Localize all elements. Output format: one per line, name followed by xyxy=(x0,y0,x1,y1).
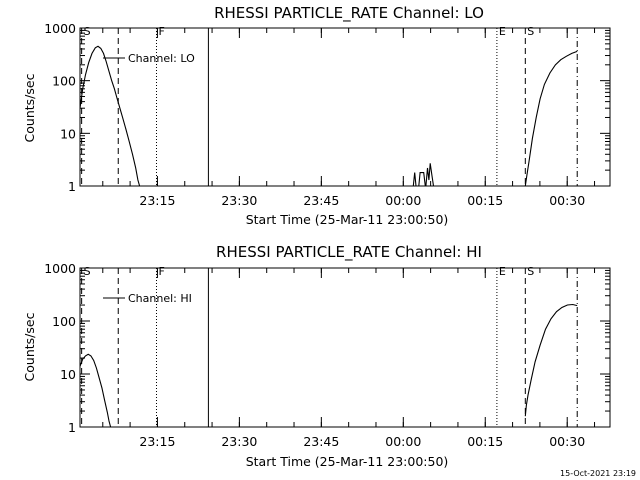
chart-title: RHESSI PARTICLE_RATE Channel: HI xyxy=(216,243,482,262)
x-tick-label: 23:30 xyxy=(221,434,257,449)
series-line xyxy=(524,303,578,417)
series-line xyxy=(425,163,435,187)
y-axis-label: Counts/sec xyxy=(22,73,37,142)
chart-panel-hi: RHESSI PARTICLE_RATE Channel: HI 1101001… xyxy=(22,243,611,469)
x-tick-label: 23:15 xyxy=(139,193,175,208)
y-tick-label: 1000 xyxy=(44,21,76,36)
event-marker-label: F xyxy=(158,265,164,278)
x-tick-label: 00:00 xyxy=(385,434,421,449)
y-tick-label: 100 xyxy=(52,74,76,89)
x-tick-label: 00:30 xyxy=(549,434,585,449)
event-marker-label: E xyxy=(499,25,506,38)
series-line xyxy=(418,172,426,187)
timestamp-footer: 15-Oct-2021 23:19 xyxy=(560,469,636,478)
plot-area: 1 10 100 1000 23:15 23:30 23:45 00:00 00:15 00:30… xyxy=(44,21,611,208)
x-tick-label: 00:15 xyxy=(467,193,503,208)
x-tick-label: 23:15 xyxy=(139,434,175,449)
chart-panel-lo: RHESSI PARTICLE_RATE Channel: LO 1101001… xyxy=(22,4,611,227)
plot-area: 1 10 100 1000 23:15 23:30 23:45 00:00 00:15 00:30… xyxy=(44,261,611,449)
event-marker-label: S xyxy=(84,265,91,278)
y-tick-label: 10 xyxy=(60,126,76,141)
y-tick-label: 10 xyxy=(60,367,76,382)
legend-label: Channel: HI xyxy=(128,292,192,305)
event-marker-label: E xyxy=(499,265,506,278)
y-tick-label: 1 xyxy=(68,179,76,194)
event-marker-label: S xyxy=(527,265,534,278)
x-tick-label: 00:00 xyxy=(385,193,421,208)
series-line xyxy=(79,45,141,187)
y-tick-label: 100 xyxy=(52,314,76,329)
x-axis-label: Start Time (25-Mar-11 23:00:50) xyxy=(246,212,449,227)
y-axis-label: Counts/sec xyxy=(22,312,37,381)
plot-frame xyxy=(79,267,611,428)
y-tick-label: 1000 xyxy=(44,261,76,276)
series-line xyxy=(524,50,578,187)
event-marker-label: F xyxy=(158,25,164,38)
series-line xyxy=(412,172,417,187)
x-tick-label: 00:30 xyxy=(549,193,585,208)
x-tick-label: 23:45 xyxy=(303,193,339,208)
chart-title: RHESSI PARTICLE_RATE Channel: LO xyxy=(214,4,484,23)
y-tick-label: 1 xyxy=(68,420,76,435)
x-tick-label: 23:45 xyxy=(303,434,339,449)
x-tick-label: 00:15 xyxy=(467,434,503,449)
x-tick-label: 23:30 xyxy=(221,193,257,208)
series-line xyxy=(79,353,112,428)
x-axis-label: Start Time (25-Mar-11 23:00:50) xyxy=(246,454,449,469)
event-marker-label: S xyxy=(527,25,534,38)
event-marker-label: S xyxy=(84,25,91,38)
legend-label: Channel: LO xyxy=(128,52,195,65)
